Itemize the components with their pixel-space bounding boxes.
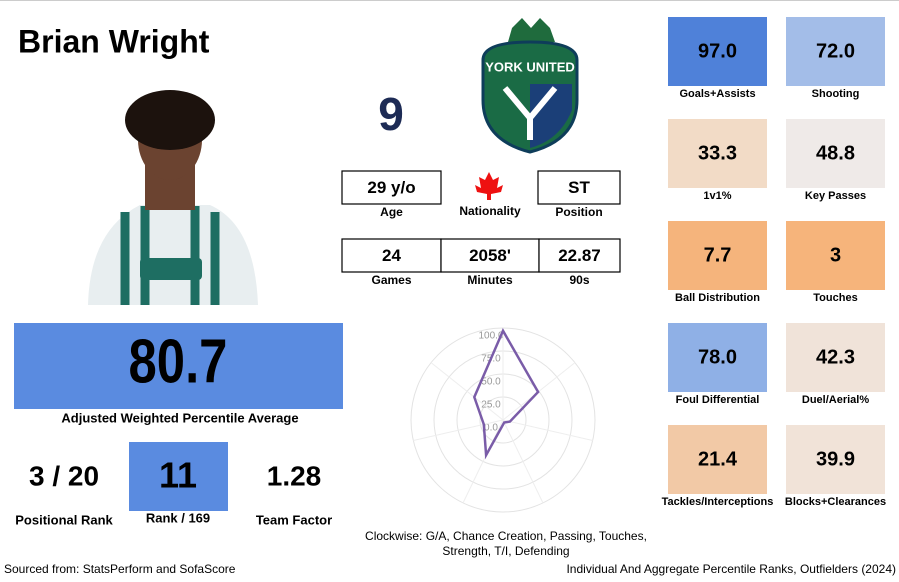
tile-label: Shooting xyxy=(812,88,860,100)
info-box xyxy=(440,238,540,273)
r-tick-label: 25.0 xyxy=(481,400,501,411)
info-box xyxy=(341,238,442,273)
tile xyxy=(668,17,767,86)
tile-label: Tackles/Interceptions xyxy=(662,496,774,508)
tile-value: 48.8 xyxy=(816,142,855,164)
tile-value: 3 xyxy=(830,244,841,266)
info-box xyxy=(341,170,442,205)
flag-icon xyxy=(475,172,503,200)
info-value: 22.87 xyxy=(558,246,601,265)
tile-value: 39.9 xyxy=(816,448,855,470)
tile-value: 7.7 xyxy=(704,244,732,266)
player-photo xyxy=(88,90,258,305)
source: Sourced from: StatsPerform and SofaScore xyxy=(4,562,236,576)
info-value: 24 xyxy=(382,246,401,265)
score-box xyxy=(14,323,343,409)
rank-box xyxy=(129,442,228,511)
radar-caption: Strength, T/I, Defending xyxy=(442,544,569,558)
spoke xyxy=(462,419,504,504)
shirt-number: 9 xyxy=(378,88,404,140)
team-factor: 1.28 xyxy=(267,460,322,491)
spoke xyxy=(502,419,544,504)
info-label: Minutes xyxy=(467,273,513,287)
team-factor-label: Team Factor xyxy=(256,512,332,527)
tile xyxy=(786,323,885,392)
tile xyxy=(668,323,767,392)
info-value: ST xyxy=(568,178,590,197)
info-label: Position xyxy=(555,205,602,219)
r-tick-label: 0.0 xyxy=(484,423,498,434)
tile xyxy=(786,425,885,494)
spoke xyxy=(430,362,504,421)
tile xyxy=(786,119,885,188)
info-box xyxy=(537,170,621,205)
score: 80.7 xyxy=(129,328,228,397)
rank-label: Rank / 169 xyxy=(146,510,210,525)
tile-label: Duel/Aerial% xyxy=(802,394,869,406)
radar-line xyxy=(472,328,540,460)
score-label: Adjusted Weighted Percentile Average xyxy=(61,410,298,425)
tile-value: 78.0 xyxy=(698,346,737,368)
tile-label: Key Passes xyxy=(805,190,866,202)
radar-caption: Clockwise: G/A, Chance Creation, Passing… xyxy=(365,529,647,543)
tile-label: Ball Distribution xyxy=(675,292,760,304)
tile xyxy=(668,119,767,188)
info-value: 2058' xyxy=(469,246,511,265)
tile-value: 42.3 xyxy=(816,346,855,368)
club-name: YORK UNITED xyxy=(485,59,575,74)
footer-title: Individual And Aggregate Percentile Rank… xyxy=(566,562,896,576)
tile xyxy=(786,17,885,86)
tile-label: Foul Differential xyxy=(676,394,760,406)
spoke xyxy=(413,419,504,441)
info-label: 90s xyxy=(569,273,589,287)
tile xyxy=(668,221,767,290)
rank: 11 xyxy=(159,455,197,496)
tile-label: 1v1% xyxy=(703,190,731,202)
r-tick-label: 100.0 xyxy=(478,331,503,342)
tile-label: Blocks+Clearances xyxy=(785,496,886,508)
player-name: Brian Wright xyxy=(18,23,210,59)
positional-rank-label: Positional Rank xyxy=(15,512,113,527)
tile xyxy=(668,425,767,494)
info-label: Age xyxy=(380,205,403,219)
tile-value: 72.0 xyxy=(816,40,855,62)
tile-label: Touches xyxy=(813,292,857,304)
info-box xyxy=(538,238,621,273)
positional-rank: 3 / 20 xyxy=(29,460,99,491)
tile-value: 97.0 xyxy=(698,40,737,62)
info-label: Nationality xyxy=(459,204,521,218)
tile-value: 21.4 xyxy=(698,448,738,470)
info-value: 29 y/o xyxy=(367,178,415,197)
tile-value: 33.3 xyxy=(698,142,737,164)
club-logo: YORK UNITED xyxy=(481,18,579,154)
r-tick-label: 50.0 xyxy=(481,377,501,388)
info-label: Games xyxy=(371,273,411,287)
tile-label: Goals+Assists xyxy=(679,88,755,100)
spoke xyxy=(502,419,593,441)
tile xyxy=(786,221,885,290)
